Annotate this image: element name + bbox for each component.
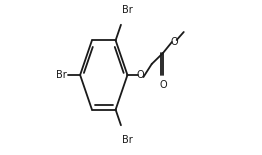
Text: Br: Br [122, 135, 132, 145]
Text: O: O [171, 37, 178, 47]
Text: O: O [137, 70, 144, 80]
Text: O: O [159, 80, 167, 90]
Text: Br: Br [56, 70, 67, 80]
Text: Br: Br [122, 5, 132, 15]
